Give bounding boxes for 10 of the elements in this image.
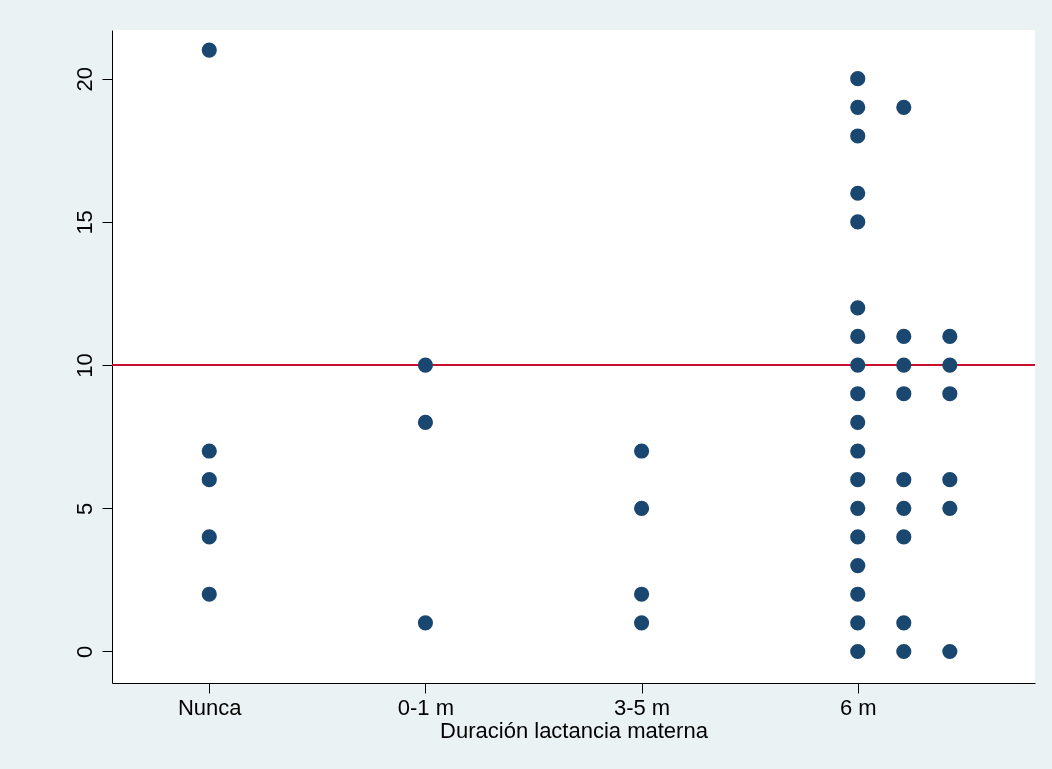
x-axis-title: Duración lactancia materna <box>440 717 709 743</box>
x-tick-label: Nunca <box>177 694 243 720</box>
y-tick-label: 15 <box>71 210 97 235</box>
y-tick-label: 20 <box>71 66 97 92</box>
y-tick-label: 5 <box>71 502 97 515</box>
x-tick-label: 0-1 m <box>397 694 455 720</box>
x-tick-label: 3-5 m <box>613 694 671 720</box>
y-tick-label: 0 <box>71 645 97 659</box>
x-tick-label: 6 m <box>839 694 877 720</box>
y-tick-label: 10 <box>71 353 97 378</box>
